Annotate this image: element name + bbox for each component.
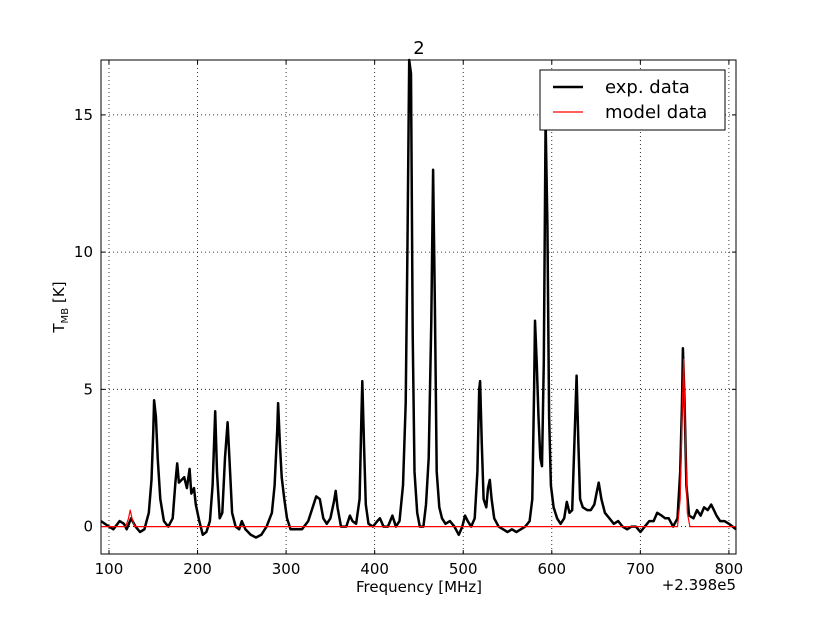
x-tick-label: 300 (272, 560, 301, 578)
x-tick-label: 400 (360, 560, 389, 578)
x-tick-label: 800 (715, 560, 744, 578)
x-tick-label: 100 (95, 560, 124, 578)
legend-label: exp. data (605, 77, 690, 98)
x-axis-label: Frequency [MHz] (356, 578, 482, 596)
x-tick-label: 700 (626, 560, 655, 578)
plot-frame (100, 59, 737, 555)
y-tick-label: 10 (74, 243, 93, 261)
y-tick-label: 0 (83, 518, 93, 536)
legend-label: model data (605, 102, 707, 123)
y-axis-label: TMB [K] (50, 281, 71, 333)
series-line (100, 58, 737, 539)
y-label-unit: [K] (50, 281, 68, 303)
y-label-sub: MB (60, 308, 71, 324)
chart-title: 2 (413, 38, 424, 59)
x-tick-label: 600 (537, 560, 566, 578)
y-tick-label: 15 (74, 106, 93, 124)
x-tick-label: 500 (449, 560, 478, 578)
x-tick-label: 200 (183, 560, 212, 578)
y-label-main: T (50, 323, 68, 334)
y-tick-label: 5 (83, 380, 93, 398)
x-offset: +2.398e5 (662, 576, 736, 594)
series-line (101, 358, 736, 528)
legend-box (539, 69, 726, 131)
